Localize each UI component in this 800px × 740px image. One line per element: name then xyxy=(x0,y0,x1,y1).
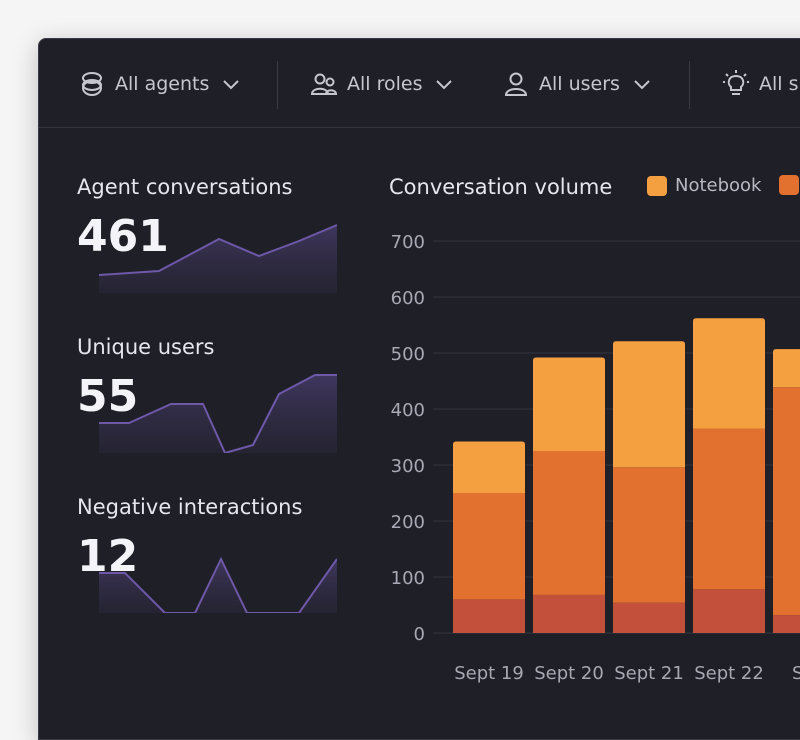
metric-agent-conversations: Agent conversations 461 xyxy=(77,175,337,325)
filter-agents-label: All agents xyxy=(115,73,210,95)
chevron-down-icon xyxy=(436,80,453,90)
y-tick-label: 300 xyxy=(391,456,425,477)
sparkline-line xyxy=(99,224,337,276)
legend-swatch xyxy=(647,175,667,196)
x-tick-label: Sept 20 xyxy=(534,663,604,684)
bar-segment xyxy=(453,441,525,493)
x-tick-label: Sept 22 xyxy=(694,663,764,684)
bar-segment xyxy=(453,599,525,633)
sparkline-area xyxy=(99,375,337,453)
sparkline-area xyxy=(99,225,337,293)
filter-divider xyxy=(277,61,278,109)
x-tick-label: Sep xyxy=(792,663,800,684)
filter-skills[interactable]: All s xyxy=(723,67,799,101)
metric-label: Negative interactions xyxy=(77,495,303,519)
filter-divider xyxy=(689,61,690,109)
y-tick-label: 700 xyxy=(391,232,425,253)
filter-users[interactable]: All users xyxy=(503,67,652,101)
sparkline-line xyxy=(99,374,337,453)
chevron-down-icon xyxy=(223,80,240,90)
sparkline-area xyxy=(99,559,337,613)
bar-segment xyxy=(693,318,765,429)
bar-segment xyxy=(533,357,605,451)
filter-roles-label: All roles xyxy=(347,73,423,95)
user-icon xyxy=(504,72,528,96)
bar-segment xyxy=(693,589,765,633)
sparkline-chart xyxy=(99,224,337,293)
filter-bar: All agents All roles All users xyxy=(39,39,800,128)
x-tick-label: Sept 19 xyxy=(454,663,524,684)
metric-value: 55 xyxy=(77,371,139,422)
y-tick-label: 600 xyxy=(391,288,425,309)
metric-label: Agent conversations xyxy=(77,175,293,199)
chart-title: Conversation volume xyxy=(389,175,613,199)
sparkline-chart xyxy=(99,374,337,453)
legend-label: Notebook xyxy=(675,175,762,196)
y-tick-label: 500 xyxy=(391,344,425,365)
filter-agents[interactable]: All agents xyxy=(79,67,241,101)
bar-segment xyxy=(693,428,765,590)
legend-item-notebook[interactable]: Notebook xyxy=(647,175,761,196)
agents-stack-icon xyxy=(82,72,102,96)
bar-segment xyxy=(533,594,605,633)
filter-skills-label: All s xyxy=(759,73,799,95)
metric-value: 461 xyxy=(77,211,169,262)
dashboard-window: All agents All roles All users xyxy=(38,38,800,740)
metric-unique-users: Unique users 55 xyxy=(77,335,337,485)
metric-value: 12 xyxy=(77,531,139,582)
metric-label: Unique users xyxy=(77,335,215,359)
conversation-volume-chart: 0 100 200 300 400 500 600 700 Sept 19 Sept 20 Sept… xyxy=(391,232,800,684)
bar-segment xyxy=(613,341,685,468)
legend-item-secondary[interactable] xyxy=(779,175,800,195)
bar-segment xyxy=(613,602,685,633)
lightbulb-icon xyxy=(723,70,749,95)
x-tick-label: Sept 21 xyxy=(614,663,684,684)
sparkline-chart xyxy=(99,556,337,613)
bar-segment xyxy=(773,615,800,633)
bar-segment xyxy=(613,467,685,603)
y-tick-label: 200 xyxy=(391,512,425,533)
chevron-down-icon xyxy=(634,80,650,90)
filter-roles[interactable]: All roles xyxy=(311,67,454,101)
filter-users-label: All users xyxy=(539,73,620,95)
bar-segment xyxy=(773,349,800,388)
y-tick-label: 0 xyxy=(414,624,425,645)
y-tick-label: 400 xyxy=(391,400,425,421)
bar-segment xyxy=(773,387,800,616)
legend-swatch xyxy=(779,175,799,195)
roles-icon xyxy=(311,73,337,95)
bar-segment xyxy=(453,493,525,600)
sparkline-line xyxy=(99,556,337,613)
metric-negative-interactions: Negative interactions 12 xyxy=(77,495,337,645)
bar-segment xyxy=(533,451,605,595)
y-tick-label: 100 xyxy=(391,568,425,589)
